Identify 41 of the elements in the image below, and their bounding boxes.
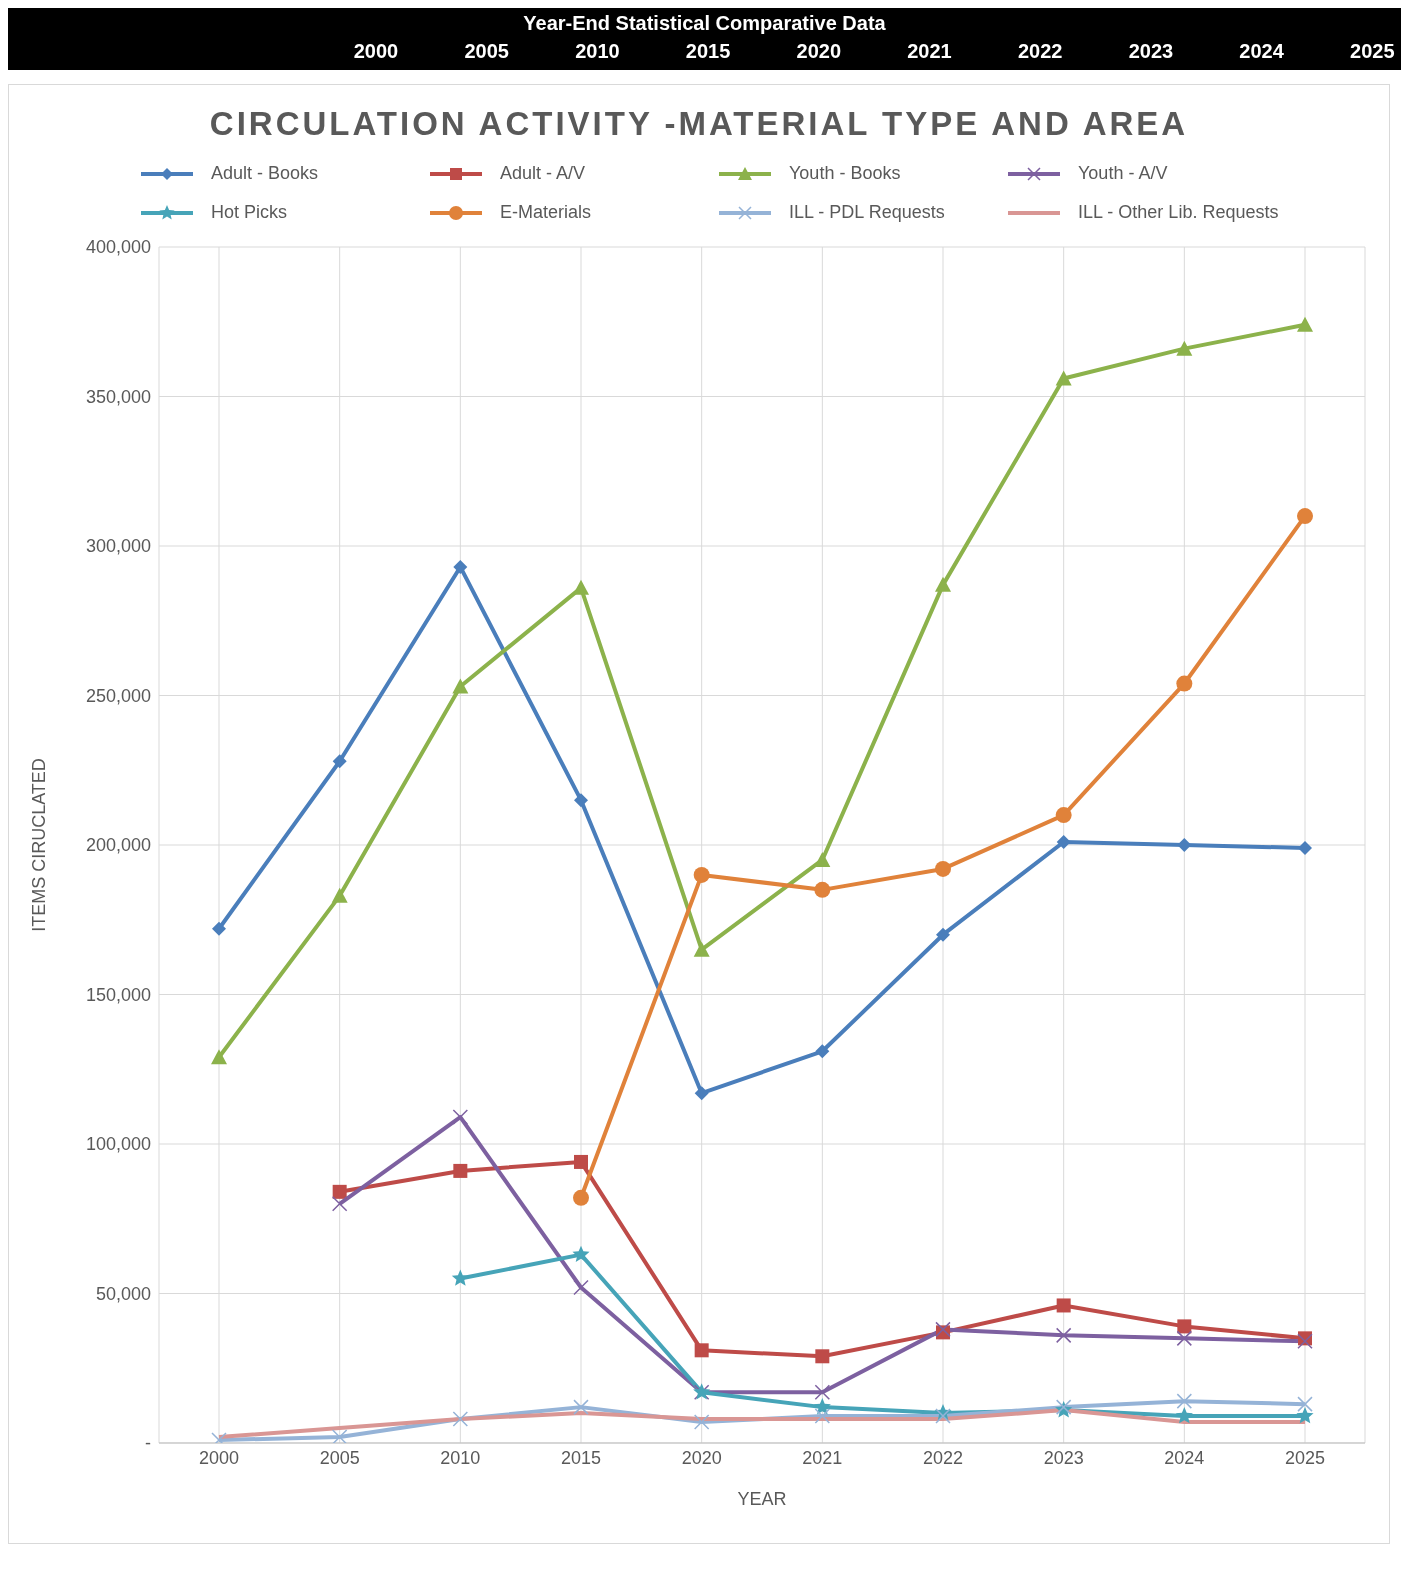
category-label: 2015 [685, 40, 731, 62]
x-tick-label: 2015 [560, 1447, 602, 1468]
y-tick-label: 250,000 [85, 685, 151, 706]
y-tick-label: - [145, 1433, 151, 1454]
category-label: 2021 [907, 40, 952, 62]
category-label: 2023 [1128, 40, 1174, 62]
legend-label: Adult - A/V [500, 163, 586, 184]
y-tick-label: 350,000 [85, 386, 151, 407]
legend-label: Adult - Books [211, 163, 319, 184]
x-tick-label: 2025 [1284, 1447, 1326, 1468]
category-label: 2025 [1350, 40, 1395, 62]
text: Year-End Statistical Comparative Data [522, 11, 887, 35]
category-label: 2005 [464, 40, 509, 62]
legend-label: ILL - PDL Requests [789, 202, 945, 223]
y-tick-label: 200,000 [85, 835, 151, 856]
y-tick-label: 50,000 [95, 1283, 151, 1304]
y-axis-title: ITEMS CIRUCLATED [29, 758, 50, 932]
category-label: 2000 [353, 40, 399, 62]
legend-label: Youth - Books [789, 163, 901, 184]
legend-label: Hot Picks [211, 202, 288, 223]
x-tick-label: 2000 [198, 1447, 240, 1468]
y-tick-label: 150,000 [85, 984, 151, 1005]
x-tick-label: 2024 [1164, 1447, 1205, 1468]
category-label: 2024 [1239, 40, 1284, 62]
x-tick-label: 2023 [1043, 1447, 1084, 1468]
y-tick-label: 100,000 [85, 1134, 151, 1155]
x-tick-label: 2005 [319, 1447, 360, 1468]
x-axis-title: YEAR [737, 1489, 787, 1509]
legend-label: Youth - A/V [1078, 163, 1168, 184]
y-tick-label: 400,000 [85, 237, 151, 258]
legend-label: ILL - Other Lib. Requests [1078, 202, 1279, 223]
x-tick-label: 2021 [802, 1447, 843, 1468]
x-tick-label: 2010 [440, 1447, 481, 1468]
y-tick-label: 300,000 [85, 536, 151, 557]
category-label: 2020 [796, 40, 842, 62]
x-tick-label: 2022 [922, 1447, 964, 1468]
chart-title: CIRCULATION ACTIVITY -MATERIAL TYPE AND AREA [208, 104, 1190, 144]
category-label: 2010 [575, 40, 620, 62]
legend-label: E-Materials [500, 202, 592, 223]
category-label: 2022 [1017, 40, 1063, 62]
x-tick-label: 2020 [681, 1447, 722, 1468]
